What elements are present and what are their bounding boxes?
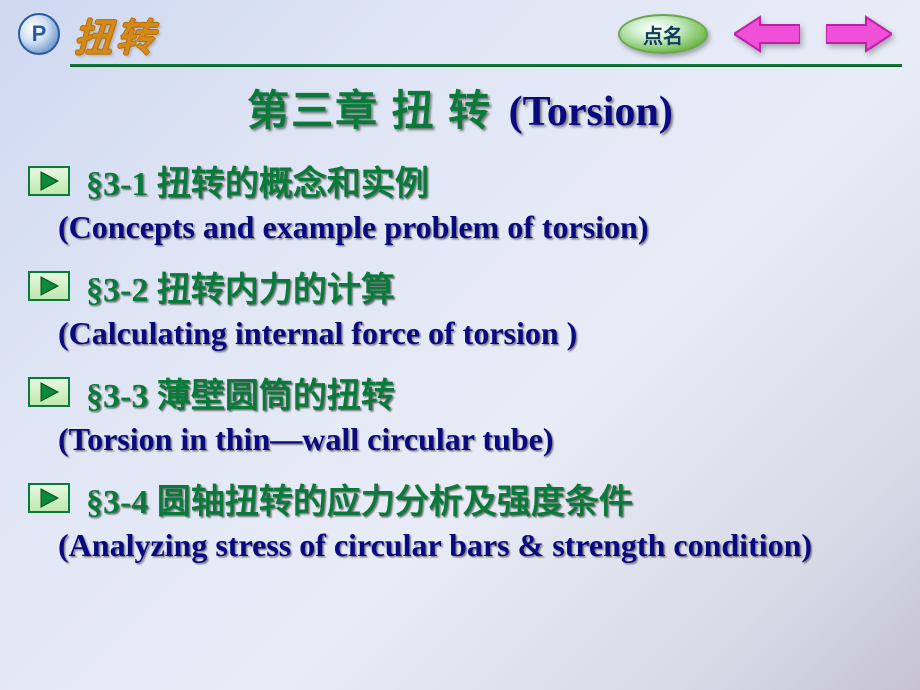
chapter-title-en: (Torsion) (509, 89, 673, 135)
header-divider (70, 64, 902, 67)
next-arrow-icon[interactable] (826, 15, 892, 53)
section-subtitle: (Calculating internal force of torsion ) (24, 313, 896, 354)
play-icon[interactable] (28, 483, 70, 513)
section-title-ch: 扭转的概念和实例 (157, 166, 429, 203)
section-head: §3-1 扭转的概念和实例 (24, 156, 896, 205)
section-number: §3-4 (86, 484, 148, 521)
section-3-1: §3-1 扭转的概念和实例 (Concepts and example prob… (24, 156, 896, 248)
section-title-ch: 薄壁圆筒的扭转 (157, 378, 395, 415)
section-title: §3-4 圆轴扭转的应力分析及强度条件 (86, 474, 633, 523)
roll-call-label: 点名 (643, 20, 683, 49)
play-icon[interactable] (28, 377, 70, 407)
header-title: 扭转 (74, 7, 158, 62)
section-3-2: §3-2 扭转内力的计算 (Calculating internal force… (24, 262, 896, 354)
section-title: §3-1 扭转的概念和实例 (86, 156, 429, 205)
section-number: §3-2 (86, 272, 148, 309)
section-head: §3-2 扭转内力的计算 (24, 262, 896, 311)
header-controls: 点名 (618, 14, 902, 54)
chapter-title: 第三章 扭 转 (Torsion) (24, 77, 896, 138)
section-head: §3-4 圆轴扭转的应力分析及强度条件 (24, 474, 896, 523)
section-3-3: §3-3 薄壁圆筒的扭转 (Torsion in thin—wall circu… (24, 368, 896, 460)
play-icon[interactable] (28, 166, 70, 196)
section-subtitle: (Concepts and example problem of torsion… (24, 207, 896, 248)
slide-header: P 扭转 点名 (0, 0, 920, 60)
section-number: §3-3 (86, 378, 148, 415)
section-3-4: §3-4 圆轴扭转的应力分析及强度条件 (Analyzing stress of… (24, 474, 896, 566)
chapter-title-ch: 第三章 扭 转 (247, 89, 492, 135)
roll-call-button[interactable]: 点名 (618, 14, 708, 54)
section-title: §3-3 薄壁圆筒的扭转 (86, 368, 395, 417)
university-logo: P (18, 13, 60, 55)
section-title-ch: 圆轴扭转的应力分析及强度条件 (157, 484, 633, 521)
section-number: §3-1 (86, 166, 148, 203)
section-head: §3-3 薄壁圆筒的扭转 (24, 368, 896, 417)
section-subtitle: (Torsion in thin—wall circular tube) (24, 419, 896, 460)
prev-arrow-icon[interactable] (734, 15, 800, 53)
section-title: §3-2 扭转内力的计算 (86, 262, 395, 311)
play-icon[interactable] (28, 271, 70, 301)
section-title-ch: 扭转内力的计算 (157, 272, 395, 309)
slide-content: 第三章 扭 转 (Torsion) §3-1 扭转的概念和实例 (Concept… (0, 77, 920, 566)
logo-letter: P (32, 21, 47, 47)
section-subtitle: (Analyzing stress of circular bars & str… (24, 525, 896, 566)
